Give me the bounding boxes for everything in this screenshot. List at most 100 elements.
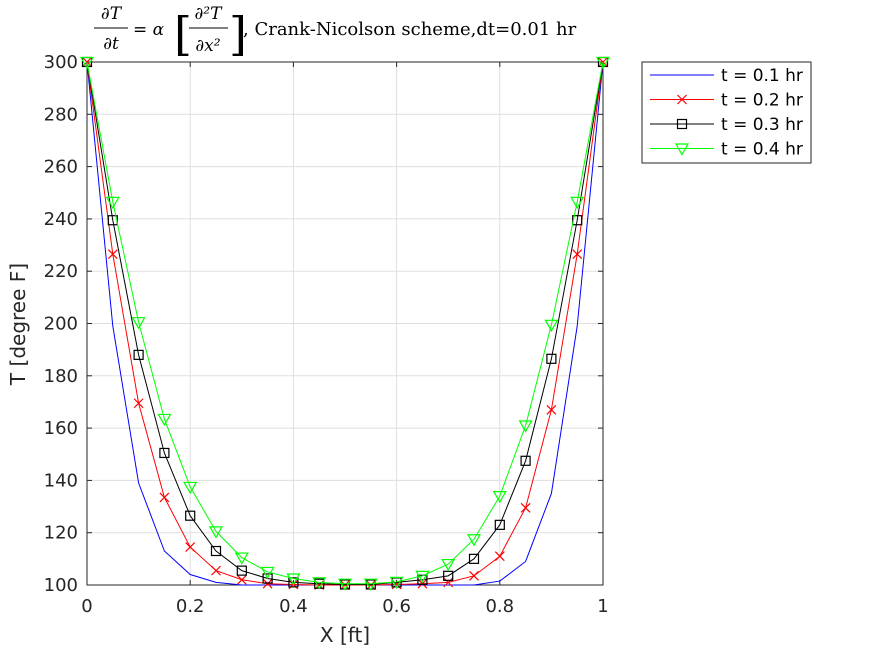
- data-point: [185, 510, 196, 521]
- marker-x-stroke: [546, 404, 557, 415]
- title-suffix: , Crank-Nicolson scheme,dt=0.01 hr: [243, 19, 577, 40]
- y-tick-label: 220: [44, 261, 78, 282]
- data-point: [131, 317, 146, 330]
- series-4: [79, 56, 611, 591]
- data-point: [520, 455, 531, 466]
- data-point: [236, 574, 247, 585]
- legend-label: t = 0.1 hr: [721, 66, 803, 86]
- x-axis-label: X [ft]: [320, 623, 370, 647]
- legend-box: [641, 61, 812, 164]
- chart-title: ∂T ∂t = α [ ∂²T ∂x² ] , Crank-Nicolson s…: [94, 4, 577, 61]
- data-point: [159, 492, 170, 503]
- marker-x-stroke: [469, 570, 479, 581]
- y-tick-label: 300: [44, 52, 78, 73]
- data-point: [492, 490, 507, 504]
- y-tick-label: 160: [44, 418, 78, 439]
- series-line: [86, 61, 604, 585]
- data-point: [107, 215, 118, 226]
- data-point: [389, 576, 404, 590]
- marker-x-stroke: [494, 551, 505, 562]
- y-tick-label: 280: [44, 104, 78, 125]
- legend-item: t = 0.1 hr: [650, 66, 803, 86]
- data-point: [133, 349, 144, 360]
- marker-x-stroke: [107, 249, 118, 260]
- y-tick-label: 120: [44, 523, 78, 544]
- marker-x-stroke: [133, 398, 144, 409]
- title-rhs-denominator: ∂x²: [195, 36, 220, 56]
- marker-x-stroke: [159, 492, 170, 503]
- marker-x-stroke: [211, 565, 221, 576]
- y-tick-label: 200: [44, 314, 78, 335]
- x-tick-label: 0.8: [485, 596, 514, 617]
- data-point: [208, 526, 224, 539]
- y-tick-label: 240: [44, 209, 78, 230]
- title-right-bracket: ]: [229, 7, 247, 61]
- legend-marker-sample: [674, 143, 690, 156]
- data-point: [337, 578, 353, 591]
- title-lhs-numerator: ∂T: [101, 4, 123, 24]
- y-tick-label: 100: [44, 575, 78, 596]
- marker-x-stroke: [572, 249, 583, 260]
- data-point: [79, 56, 95, 70]
- x-tick-label: 0: [81, 596, 92, 617]
- data-point: [365, 580, 376, 590]
- legend-item: t = 0.2 hr: [650, 91, 803, 111]
- data-point: [183, 481, 198, 495]
- data-point: [262, 573, 273, 584]
- legend: t = 0.1 hr t = 0.2 hr t = 0.3 hr t = 0.4 hr: [641, 61, 812, 164]
- data-point: [572, 249, 583, 260]
- data-point: [210, 545, 222, 557]
- data-point: [105, 196, 120, 210]
- x-tick-label: 0.2: [176, 596, 205, 617]
- data-point: [340, 580, 350, 590]
- data-point: [570, 196, 585, 210]
- data-point: [544, 319, 559, 333]
- data-point: [417, 574, 428, 585]
- data-point: [468, 553, 480, 564]
- marker-x-stroke: [365, 580, 376, 590]
- legend-item: t = 0.3 hr: [650, 115, 803, 135]
- series-line: [86, 61, 604, 585]
- data-point: [469, 570, 479, 581]
- marker-x-stroke: [677, 94, 687, 105]
- data-point: [415, 570, 430, 584]
- marker-x-stroke: [520, 502, 531, 513]
- data-point: [159, 447, 170, 459]
- marker-x-stroke: [185, 542, 196, 553]
- marker-x-stroke: [340, 580, 350, 590]
- data-point: [520, 502, 531, 513]
- data-point: [546, 404, 557, 415]
- x-tick-label: 0.4: [279, 596, 308, 617]
- title-lhs-denominator: ∂t: [103, 34, 119, 54]
- data-point: [572, 215, 583, 226]
- data-point: [494, 551, 505, 562]
- data-point: [443, 577, 454, 588]
- data-point: [466, 534, 482, 547]
- data-point: [260, 566, 275, 580]
- data-point: [185, 542, 196, 553]
- x-tick-label: 0.6: [382, 596, 411, 617]
- legend-item: t = 0.4 hr: [650, 140, 803, 160]
- marker-x-stroke: [236, 574, 247, 585]
- y-tick-label: 260: [44, 157, 78, 178]
- y-tick-label: 180: [44, 366, 78, 387]
- data-point: [262, 578, 273, 589]
- marker-x-stroke: [262, 578, 273, 589]
- marker-x-stroke: [443, 577, 454, 588]
- data-point: [494, 519, 505, 530]
- title-equals-alpha: = α: [133, 20, 165, 40]
- data-point: [211, 565, 221, 576]
- data-point: [363, 578, 378, 591]
- data-point: [312, 577, 327, 590]
- legend-label: t = 0.2 hr: [721, 91, 803, 111]
- data-point: [288, 577, 299, 588]
- data-point: [518, 420, 533, 433]
- legend-label: t = 0.3 hr: [721, 115, 803, 135]
- y-tick-label: 140: [44, 470, 78, 491]
- data-point: [443, 570, 454, 581]
- plot-area: 0 0.2 0.4 0.6 0.8 1 100 120 140 160 180 200 220 240 26…: [44, 52, 611, 617]
- legend-marker-sample: [677, 94, 687, 105]
- data-point: [595, 56, 611, 70]
